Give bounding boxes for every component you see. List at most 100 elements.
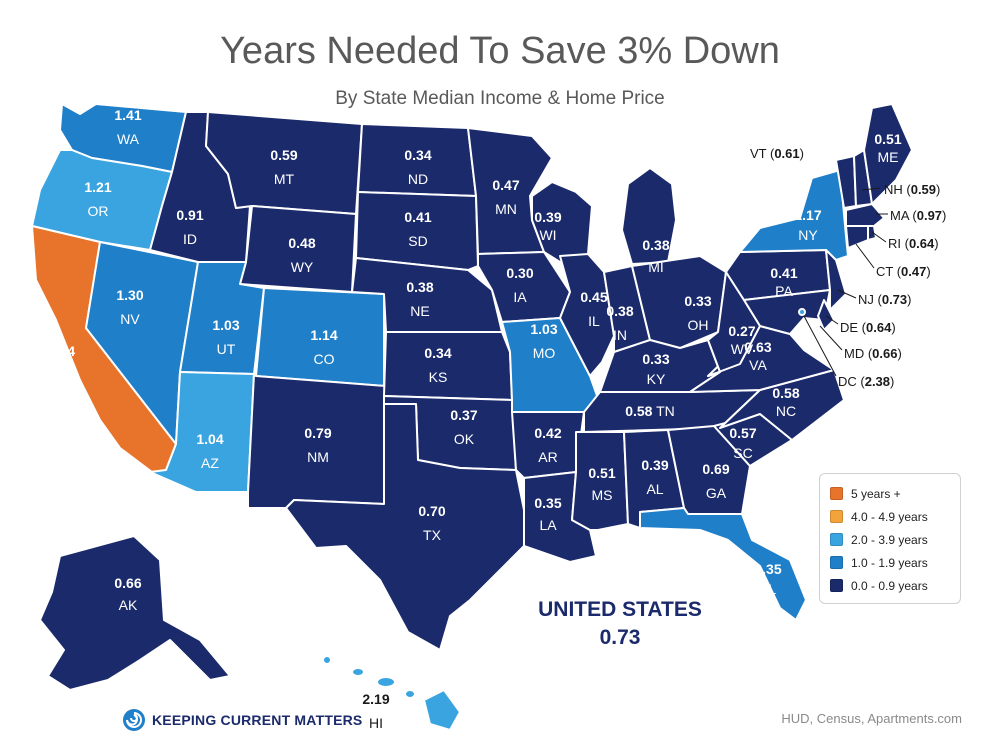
state-value-la: 0.35	[534, 495, 561, 511]
state-abbr-la: LA	[539, 517, 557, 533]
callout-ma: MA (0.97)	[890, 208, 946, 223]
state-value-in: 0.38	[606, 303, 633, 319]
state-abbr-ok: OK	[454, 431, 475, 447]
legend-swatch	[830, 510, 843, 523]
state-abbr-ut: UT	[217, 341, 236, 357]
state-value-fl: 1.35	[754, 561, 781, 577]
state-abbr-ky: KY	[647, 371, 666, 387]
map-title: Years Needed To Save 3% Down	[220, 30, 780, 72]
state-abbr-ak: AK	[119, 597, 138, 613]
state-value-al: 0.39	[641, 457, 668, 473]
state-abbr-mi: MI	[648, 259, 664, 275]
logo-text: KEEPING CURRENT MATTERS	[152, 712, 363, 728]
callout-vt: VT (0.61)	[750, 146, 804, 161]
callout-abbr-ct: CT (	[876, 264, 902, 279]
state-abbr-wa: WA	[117, 131, 140, 147]
state-value-ia: 0.30	[506, 265, 533, 281]
source-note: HUD, Census, Apartments.com	[781, 711, 962, 726]
us-total: UNITED STATES 0.73	[510, 598, 730, 650]
callout-line-ri	[871, 231, 887, 243]
callout-value-nh: 0.59	[911, 182, 936, 197]
state-hi	[322, 655, 332, 665]
state-abbr-nc: NC	[776, 403, 796, 419]
state-sd	[355, 191, 479, 271]
state-abbr-mn: MN	[495, 201, 517, 217]
callout-line-nj	[837, 289, 857, 299]
state-abbr-hi: HI	[369, 715, 383, 731]
legend-label: 0.0 - 0.9 years	[851, 578, 928, 593]
state-value-wa: 1.41	[114, 107, 141, 123]
state-value-ga: 0.69	[702, 461, 729, 477]
state-value-id: 0.91	[176, 207, 203, 223]
callout-value-dc: 2.38	[865, 374, 890, 389]
state-abbr-ga: GA	[706, 485, 727, 501]
state-value-tn: 0.58	[625, 403, 652, 419]
state-abbr-ar: AR	[538, 449, 557, 465]
callout-line-md	[819, 325, 843, 351]
callout-value-ma: 0.97	[917, 208, 942, 223]
state-abbr-sc: SC	[733, 445, 752, 461]
state-value-ms: 0.51	[588, 465, 615, 481]
state-value-nm: 0.79	[304, 425, 331, 441]
callout-abbr-ri: RI (	[888, 236, 910, 251]
state-value-me: 0.51	[874, 131, 901, 147]
callout-abbr-vt: VT (	[750, 146, 775, 161]
callout-line-dc	[803, 315, 837, 377]
legend-item: 4.0 - 4.9 years	[830, 505, 950, 528]
state-abbr-fl: FL	[760, 581, 777, 597]
callout-dc: DC (2.38)	[838, 374, 894, 389]
legend-swatch	[830, 487, 843, 500]
callout-abbr-nh: NH (	[884, 182, 911, 197]
state-value-il: 0.45	[580, 289, 607, 305]
legend-swatch	[830, 579, 843, 592]
us-total-value: 0.73	[599, 626, 641, 649]
callout-nj: NJ (0.73)	[858, 292, 912, 307]
state-abbr-wv: WV	[731, 341, 754, 357]
state-tx	[285, 403, 525, 651]
state-abbr-pa: PA	[775, 283, 793, 299]
state-abbr-al: AL	[646, 481, 663, 497]
state-abbr-wi: WI	[539, 227, 556, 243]
callout-line-de	[825, 315, 839, 325]
state-value-ak: 0.66	[114, 575, 141, 591]
state-abbr-nv: NV	[120, 311, 140, 327]
callout-line-nh	[861, 187, 881, 191]
state-abbr-me: ME	[878, 149, 899, 165]
state-abbr-nd: ND	[408, 171, 428, 187]
state-abbr-mt: MT	[274, 171, 295, 187]
state-value-mt: 0.59	[270, 147, 297, 163]
state-value-ut: 1.03	[212, 317, 239, 333]
legend-swatch	[830, 533, 843, 546]
legend: 5 years + 4.0 - 4.9 years 2.0 - 3.9 year…	[819, 473, 961, 604]
callout-abbr-md: MD (	[844, 346, 873, 361]
swirl-logo-icon	[123, 709, 145, 731]
state-value-oh: 0.33	[684, 293, 711, 309]
legend-label: 1.0 - 1.9 years	[851, 555, 928, 570]
state-value-ks: 0.34	[424, 345, 451, 361]
state-hi	[404, 689, 416, 699]
state-hi	[423, 689, 461, 731]
legend-label: 2.0 - 3.9 years	[851, 532, 928, 547]
state-nj	[825, 249, 847, 311]
callout-value-ct: 0.47	[901, 264, 926, 279]
state-abbr-ms: MS	[592, 487, 613, 503]
state-ma	[845, 203, 885, 227]
state-value-or: 1.21	[84, 179, 111, 195]
state-ms	[571, 431, 629, 531]
state-value-mi: 0.38	[642, 237, 669, 253]
callout-ct: CT (0.47)	[876, 264, 931, 279]
state-md	[743, 289, 831, 335]
us-total-label: UNITED STATES	[538, 598, 702, 621]
state-abbr-ne: NE	[410, 303, 429, 319]
state-abbr-co: CO	[314, 351, 335, 367]
state-abbr-az: AZ	[201, 455, 219, 471]
state-value-nc: 0.58	[772, 385, 799, 401]
state-hi	[351, 667, 365, 677]
state-value-nv: 1.30	[116, 287, 143, 303]
callout-value-de: 0.64	[866, 320, 892, 335]
state-value-mo: 1.03	[530, 321, 557, 337]
state-value-sc: 0.57	[729, 425, 756, 441]
state-wy	[239, 205, 357, 293]
callout-ri: RI (0.64)	[888, 236, 939, 251]
callout-abbr-nj: NJ (	[858, 292, 883, 307]
